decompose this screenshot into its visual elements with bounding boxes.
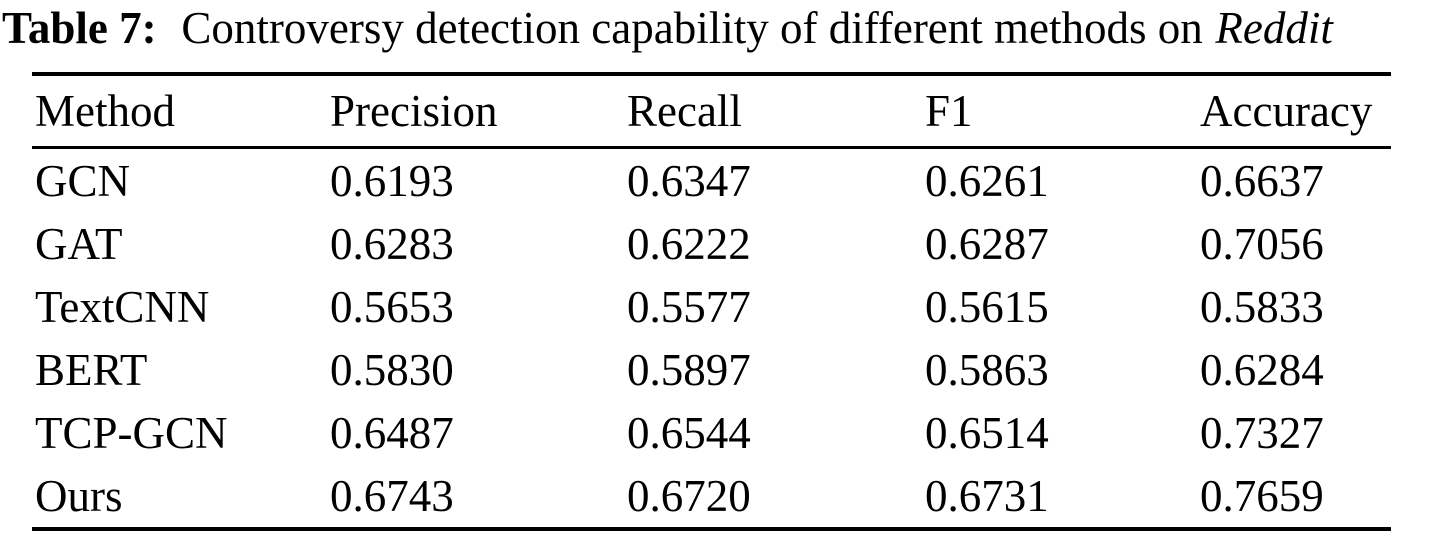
header-row: Method Precision Recall F1 Accuracy	[32, 74, 1391, 149]
table-row-tcp-gcn: TCP-GCN 0.6487 0.6544 0.6514 0.7327	[32, 401, 1391, 464]
recall-cell: 0.6720	[627, 470, 751, 521]
precision-cell: 0.6487	[330, 407, 454, 458]
method-cell: TCP-GCN	[35, 407, 228, 458]
f1-cell: 0.6731	[925, 470, 1049, 521]
results-table-header: Method Precision Recall F1 Accuracy	[32, 74, 1391, 149]
table-row-gcn: GCN 0.6193 0.6347 0.6261 0.6637	[32, 148, 1391, 213]
accuracy-cell: 0.7659	[1200, 470, 1324, 521]
column-header-f1: F1	[925, 74, 1200, 149]
f1-cell: 0.6514	[925, 407, 1049, 458]
table-caption-label: Table 7:	[2, 3, 157, 53]
f1-cell: 0.5615	[925, 281, 1049, 332]
results-table-body: GCN 0.6193 0.6347 0.6261 0.6637 GAT 0.62…	[32, 148, 1391, 530]
method-cell: TextCNN	[35, 281, 210, 332]
method-cell: GAT	[35, 218, 123, 269]
recall-cell: 0.6222	[627, 218, 751, 269]
method-cell: BERT	[35, 344, 148, 395]
accuracy-cell: 0.6637	[1200, 155, 1324, 206]
f1-cell: 0.6261	[925, 155, 1049, 206]
table-caption-text: Controversy detection capability of diff…	[181, 3, 1203, 53]
f1-cell: 0.6287	[925, 218, 1049, 269]
precision-cell: 0.5653	[330, 281, 454, 332]
column-header-accuracy: Accuracy	[1200, 74, 1391, 149]
results-table: Method Precision Recall F1 Accuracy GCN …	[32, 72, 1391, 531]
recall-cell: 0.6544	[627, 407, 751, 458]
table-row-ours: Ours 0.6743 0.6720 0.6731 0.7659	[32, 464, 1391, 529]
recall-cell: 0.5577	[627, 281, 751, 332]
precision-cell: 0.6743	[330, 470, 454, 521]
precision-cell: 0.5830	[330, 344, 454, 395]
column-header-method: Method	[32, 74, 330, 149]
table-row-bert: BERT 0.5830 0.5897 0.5863 0.6284	[32, 338, 1391, 401]
column-header-recall: Recall	[627, 74, 925, 149]
method-cell: GCN	[35, 155, 131, 206]
accuracy-cell: 0.7327	[1200, 407, 1324, 458]
table-caption: Table 7: Controversy detection capability…	[2, 2, 1429, 54]
table-row-gat: GAT 0.6283 0.6222 0.6287 0.7056	[32, 212, 1391, 275]
recall-cell: 0.6347	[627, 155, 751, 206]
method-cell: Ours	[35, 470, 123, 521]
f1-cell: 0.5863	[925, 344, 1049, 395]
precision-cell: 0.6193	[330, 155, 454, 206]
recall-cell: 0.5897	[627, 344, 751, 395]
accuracy-cell: 0.5833	[1200, 281, 1324, 332]
accuracy-cell: 0.6284	[1200, 344, 1324, 395]
precision-cell: 0.6283	[330, 218, 454, 269]
column-header-precision: Precision	[330, 74, 627, 149]
table-caption-dataset-name: Reddit	[1215, 3, 1333, 53]
accuracy-cell: 0.7056	[1200, 218, 1324, 269]
table-row-textcnn: TextCNN 0.5653 0.5577 0.5615 0.5833	[32, 275, 1391, 338]
